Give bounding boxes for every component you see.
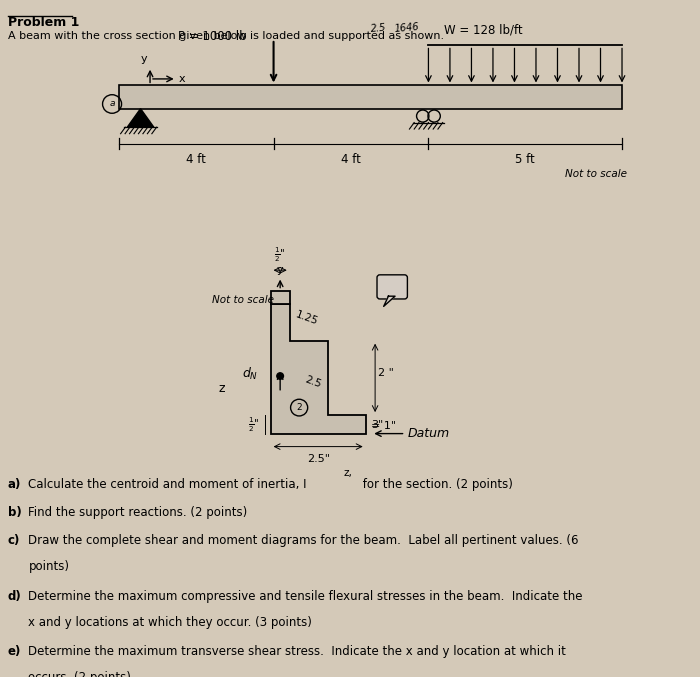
Polygon shape <box>384 296 395 307</box>
Text: Problem 1: Problem 1 <box>8 16 79 29</box>
Text: for the section. (2 points): for the section. (2 points) <box>359 478 513 492</box>
Text: x: x <box>178 74 186 84</box>
Polygon shape <box>119 85 622 108</box>
Text: 4 ft: 4 ft <box>186 153 206 166</box>
Text: Calculate the centroid and moment of inertia, I: Calculate the centroid and moment of ine… <box>29 478 307 492</box>
Text: y: y <box>276 265 284 275</box>
Text: e): e) <box>8 645 21 658</box>
Text: x and y locations at which they occur. (3 points): x and y locations at which they occur. (… <box>29 615 312 628</box>
Text: P = 1000 lb: P = 1000 lb <box>178 30 246 43</box>
Text: Find the support reactions. (2 points): Find the support reactions. (2 points) <box>29 506 248 519</box>
Text: c): c) <box>8 534 20 547</box>
Text: 2.5: 2.5 <box>370 22 387 34</box>
Text: 2.5: 2.5 <box>304 374 323 389</box>
Circle shape <box>276 373 284 379</box>
Polygon shape <box>127 108 154 127</box>
Text: 3": 3" <box>371 420 384 430</box>
Text: Datum: Datum <box>407 427 449 440</box>
Text: z,: z, <box>344 468 353 478</box>
Text: $\mathregular{\frac{1}{2}}$": $\mathregular{\frac{1}{2}}$" <box>248 415 259 433</box>
Text: $d_N$: $d_N$ <box>241 366 258 383</box>
FancyBboxPatch shape <box>377 275 407 299</box>
Text: points): points) <box>29 560 69 573</box>
Text: 1.25: 1.25 <box>295 309 320 327</box>
Text: 2 ": 2 " <box>378 368 394 378</box>
Text: Determine the maximum compressive and tensile flexural stresses in the beam.  In: Determine the maximum compressive and te… <box>29 590 583 603</box>
Polygon shape <box>271 290 290 303</box>
Text: 1646: 1646 <box>394 22 420 34</box>
Text: 2.5": 2.5" <box>307 454 330 464</box>
Text: b): b) <box>8 506 21 519</box>
Text: 5 ft: 5 ft <box>515 153 535 166</box>
Text: Not to scale: Not to scale <box>565 169 627 179</box>
Text: Not to scale: Not to scale <box>212 295 274 305</box>
Text: Determine the maximum transverse shear stress.  Indicate the x and y location at: Determine the maximum transverse shear s… <box>29 645 566 658</box>
Text: y: y <box>141 54 148 64</box>
Text: A beam with the cross section given below is loaded and supported as shown.: A beam with the cross section given belo… <box>8 30 444 41</box>
Text: 4 ft: 4 ft <box>341 153 361 166</box>
Text: occurs. (2 points): occurs. (2 points) <box>29 672 132 677</box>
Text: $\mathregular{\frac{1}{2}}$": $\mathregular{\frac{1}{2}}$" <box>274 245 286 263</box>
Text: z: z <box>218 382 225 395</box>
Text: W = 128 lb/ft: W = 128 lb/ft <box>444 23 523 36</box>
Text: 2: 2 <box>296 403 302 412</box>
Text: a: a <box>109 100 115 108</box>
Polygon shape <box>271 303 365 433</box>
Text: Draw the complete shear and moment diagrams for the beam.  Label all pertinent v: Draw the complete shear and moment diagr… <box>29 534 579 547</box>
Text: d): d) <box>8 590 21 603</box>
Text: a): a) <box>8 478 21 492</box>
Text: = 1": = 1" <box>371 421 396 431</box>
